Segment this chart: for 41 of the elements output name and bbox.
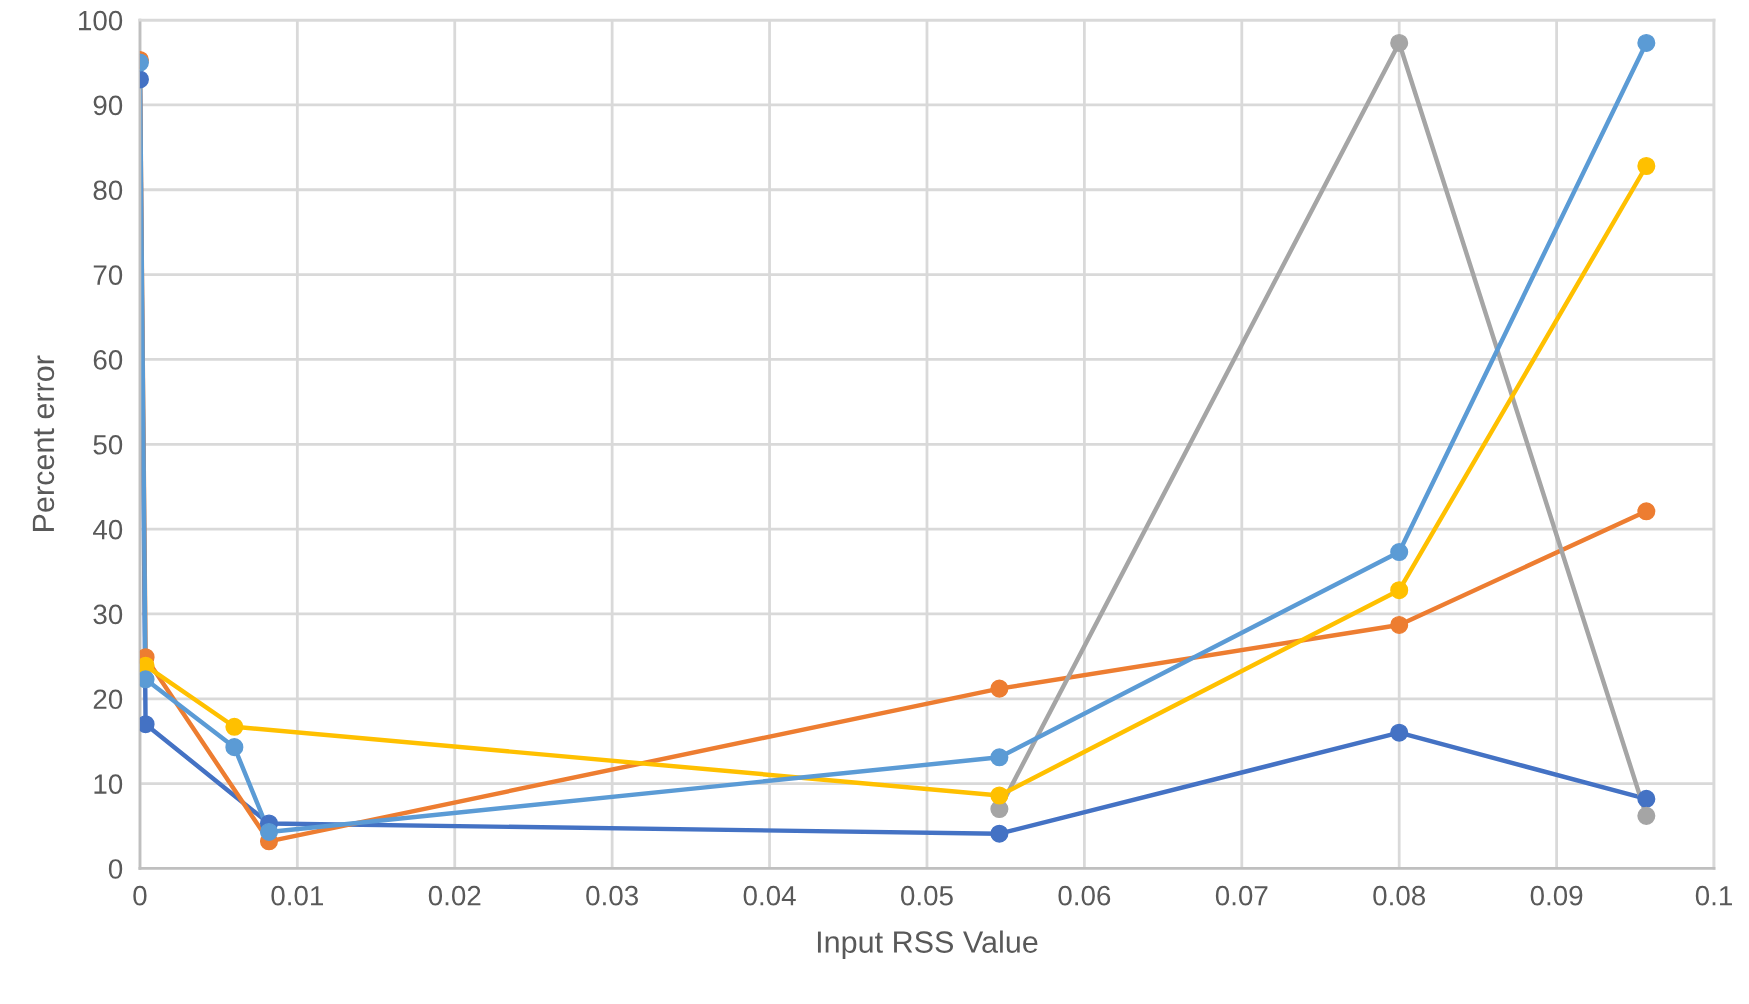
point	[1637, 156, 1656, 176]
x-tick-label: 0.09	[1530, 885, 1583, 906]
point	[1390, 581, 1409, 600]
point	[1390, 615, 1409, 635]
point	[225, 738, 244, 757]
x-tick-label: 0.03	[586, 885, 638, 906]
y-axis-title: Percent error	[32, 355, 55, 531]
point	[990, 748, 1009, 767]
y-tick-label: 70	[93, 265, 123, 285]
y-tick-label: 50	[93, 434, 123, 455]
x-tick-label: 0.02	[428, 885, 481, 906]
y-tick-label: 40	[93, 519, 123, 540]
x-tick-label: 0.06	[1058, 885, 1111, 906]
y-tick-label: 10	[94, 774, 123, 794]
point	[225, 717, 244, 736]
y-tick-label: 0	[108, 859, 123, 879]
point	[1390, 542, 1409, 562]
point	[990, 786, 1009, 805]
y-tick-label: 100	[79, 10, 123, 31]
y-tick-label: 60	[93, 350, 123, 370]
y-tick-label: 90	[93, 95, 123, 116]
y-tick-label: 20	[93, 689, 123, 710]
x-tick-label: 0.1	[1695, 885, 1732, 906]
x-axis-title: Input RSS Value	[817, 930, 1038, 959]
y-tick-label: 30	[93, 604, 123, 625]
point	[990, 679, 1009, 698]
point	[1637, 789, 1656, 808]
x-tick-label: 0	[133, 885, 147, 906]
point	[990, 824, 1009, 843]
x-tick-label: 0.04	[743, 885, 796, 906]
point	[1637, 33, 1656, 53]
x-tick-label: 0.07	[1215, 885, 1268, 906]
point	[1390, 723, 1409, 742]
y-tick-label: 80	[93, 180, 123, 201]
point	[259, 822, 279, 842]
point	[1390, 33, 1409, 53]
x-tick-label: 0.05	[901, 885, 953, 906]
point	[1637, 502, 1656, 521]
point	[1637, 806, 1656, 825]
x-tick-label: 0.01	[271, 885, 324, 906]
x-tick-label: 0.08	[1373, 885, 1426, 906]
